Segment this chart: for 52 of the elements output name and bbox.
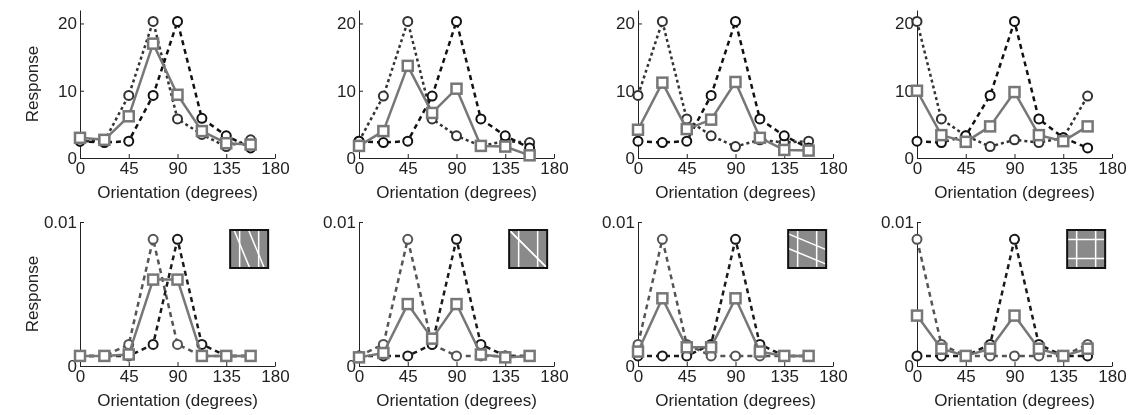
x-tick-label: 180 (261, 159, 290, 179)
x-tick-label: 135 (212, 367, 241, 387)
x-tick-label: 45 (677, 159, 697, 179)
x-axis-title: Orientation (degrees) (97, 183, 258, 202)
y-tick-label: 0.01 (880, 212, 914, 232)
x-axis-title: Orientation (degrees) (376, 183, 537, 202)
x-tick-label: 90 (447, 159, 467, 179)
x-tick-label: 180 (819, 159, 848, 179)
x-tick-label: 135 (1049, 159, 1078, 179)
x-tick-label: 180 (1098, 159, 1127, 179)
x-axis-title: Orientation (degrees) (376, 391, 537, 410)
x-tick-label: 90 (168, 159, 188, 179)
x-tick-label: 90 (168, 367, 188, 387)
x-tick-label: 45 (398, 159, 418, 179)
y-tick-label: 10 (337, 81, 356, 101)
x-tick-label: 180 (540, 367, 569, 387)
x-tick-label: 90 (726, 159, 746, 179)
x-tick-label: 45 (119, 367, 139, 387)
x-axis-title: Orientation (degrees) (655, 391, 816, 410)
x-tick-label: 180 (540, 159, 569, 179)
x-tick-label: 90 (447, 367, 467, 387)
x-axis-title: Orientation (degrees) (934, 391, 1095, 410)
y-axis-title: Response (23, 255, 42, 333)
x-tick-label: 135 (1049, 367, 1078, 387)
x-tick-label: 135 (491, 159, 520, 179)
y-tick-label: 20 (337, 14, 356, 34)
x-axis-title: Orientation (degrees) (934, 183, 1095, 202)
x-tick-label: 180 (261, 367, 290, 387)
x-tick-label: 135 (770, 367, 799, 387)
x-tick-label: 45 (956, 367, 976, 387)
y-tick-label: 0.01 (601, 212, 635, 232)
x-tick-label: 90 (1005, 159, 1025, 179)
x-tick-label: 90 (1005, 367, 1025, 387)
y-tick-label: 10 (58, 81, 77, 101)
y-tick-label: 10 (616, 81, 635, 101)
y-tick-label: 20 (616, 14, 635, 34)
x-axis-title: Orientation (degrees) (655, 183, 816, 202)
y-axis-title: Response (23, 45, 42, 123)
y-tick-label: 20 (58, 14, 77, 34)
x-tick-label: 45 (398, 367, 418, 387)
x-tick-label: 180 (1098, 367, 1127, 387)
x-tick-label: 90 (726, 367, 746, 387)
x-tick-label: 135 (770, 159, 799, 179)
x-tick-label: 45 (119, 159, 139, 179)
x-tick-label: 135 (491, 367, 520, 387)
x-tick-label: 135 (212, 159, 241, 179)
x-tick-label: 45 (677, 367, 697, 387)
x-tick-label: 45 (956, 159, 976, 179)
y-tick-label: 0.01 (322, 212, 356, 232)
y-tick-label: 0.01 (43, 212, 77, 232)
x-tick-label: 180 (819, 367, 848, 387)
x-axis-title: Orientation (degrees) (97, 391, 258, 410)
